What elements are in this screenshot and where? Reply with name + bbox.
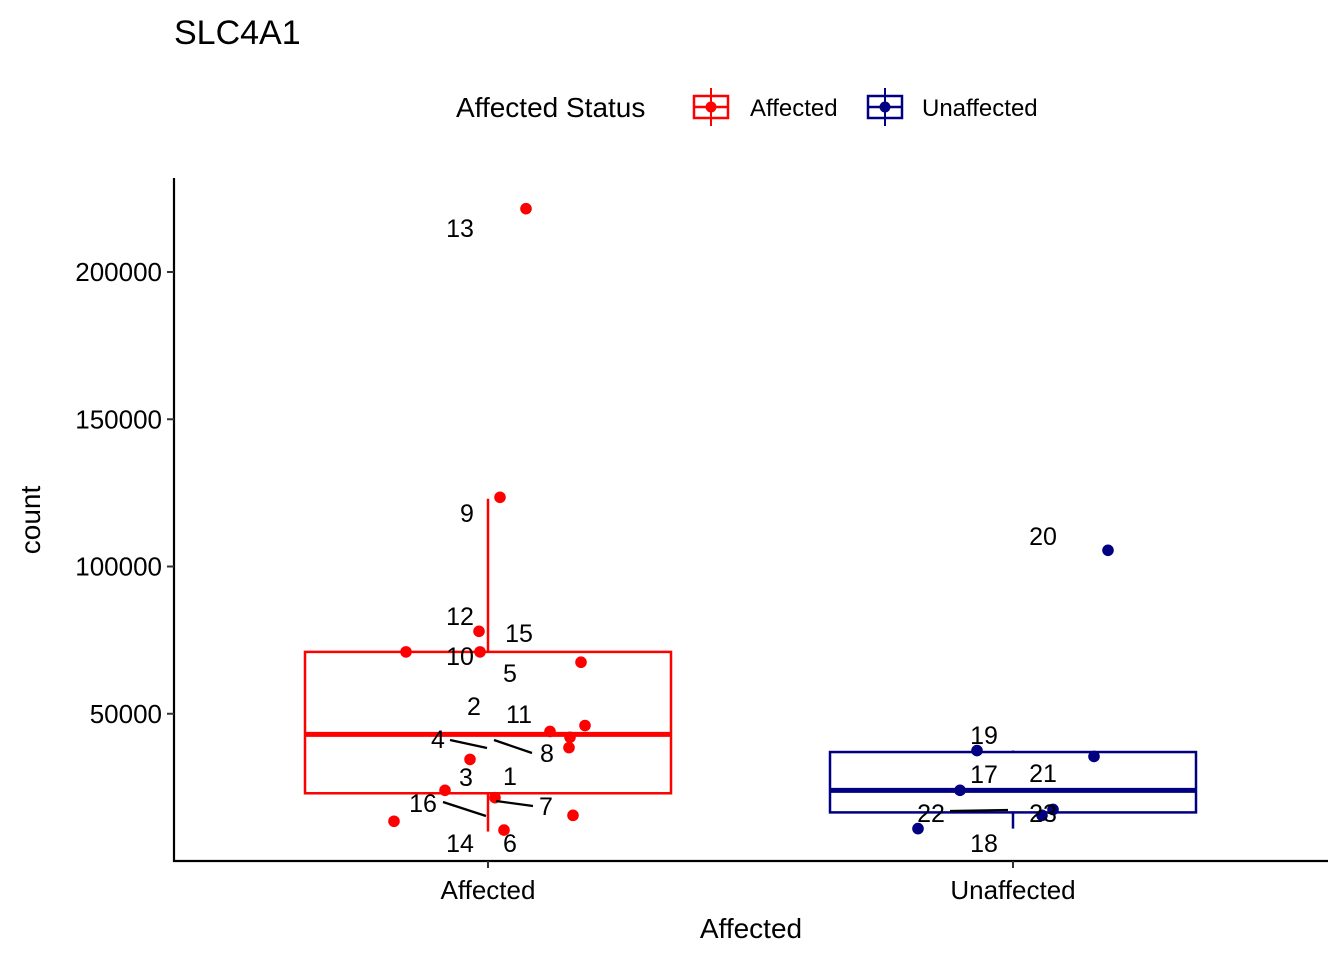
data-point	[464, 753, 476, 766]
chart-title: SLC4A1	[174, 14, 301, 52]
data-point	[520, 202, 532, 215]
data-point	[1088, 750, 1100, 763]
data-point	[473, 625, 485, 638]
data-point	[1036, 809, 1048, 822]
legend-key-affected	[692, 88, 730, 126]
legend-title: Affected Status	[456, 92, 645, 123]
label-leader-line	[949, 808, 1009, 813]
point-label: 2	[467, 693, 481, 721]
point-label: 10	[446, 643, 474, 671]
point-label: 3	[459, 764, 473, 792]
point-label: 4	[431, 726, 445, 754]
point-label: 20	[1029, 523, 1057, 551]
data-point	[579, 719, 591, 732]
data-point	[1102, 544, 1114, 557]
point-label: 23	[1029, 800, 1057, 828]
data-point	[954, 784, 966, 797]
data-point	[494, 491, 506, 504]
point-label: 6	[503, 830, 517, 858]
data-point	[564, 731, 576, 744]
plot-area: 50000 100000 150000 200000 Affected Unaffecte…	[75, 178, 1328, 905]
box-iqr	[828, 750, 1198, 814]
data-point	[563, 741, 575, 754]
point-label: 12	[446, 603, 474, 631]
y-axis-title: count	[15, 486, 46, 555]
legend-label-unaffected: Unaffected	[922, 95, 1038, 122]
label-leader-line	[449, 738, 488, 750]
data-point	[474, 646, 486, 658]
data-point	[971, 744, 983, 757]
x-tick-label: Unaffected	[950, 875, 1075, 905]
point-label: 9	[460, 500, 474, 528]
point-label: 16	[409, 790, 437, 818]
y-tick-label: 100000	[75, 552, 162, 582]
point-label: 14	[446, 830, 474, 858]
point-label: 17	[970, 761, 998, 789]
legend-label-affected: Affected	[750, 95, 838, 122]
data-point	[400, 646, 412, 658]
box-affected	[303, 498, 673, 832]
y-tick-label: 200000	[75, 257, 162, 287]
legend: Affected Status Affected Unaffected	[456, 88, 1038, 126]
data-point	[912, 822, 924, 835]
y-tick-label: 150000	[75, 404, 162, 434]
box-iqr	[303, 650, 673, 795]
point-label: 22	[917, 800, 945, 828]
data-point	[544, 725, 556, 738]
point-label: 19	[970, 722, 998, 750]
point-label: 1	[503, 763, 517, 791]
point-label: 21	[1029, 760, 1057, 788]
x-axis-title: Affected	[700, 913, 802, 944]
point-label: 8	[540, 740, 554, 768]
data-point	[567, 809, 579, 822]
data-point	[439, 784, 451, 797]
label-leader-line	[442, 800, 487, 818]
label-leader-line	[495, 799, 534, 808]
point-label: 18	[970, 830, 998, 858]
data-point	[388, 815, 400, 828]
point-label: 13	[446, 215, 474, 243]
data-point	[1047, 803, 1059, 816]
label-leader-line	[493, 738, 533, 755]
box-unaffected	[828, 750, 1198, 829]
point-label: 7	[539, 793, 553, 821]
point-label: 5	[503, 660, 517, 688]
point-label: 11	[506, 701, 532, 729]
x-tick-label: Affected	[441, 875, 536, 905]
point-label: 15	[505, 620, 533, 648]
legend-key-unaffected	[866, 88, 904, 126]
data-point	[498, 824, 510, 836]
y-tick-label: 50000	[90, 699, 162, 729]
data-point	[575, 656, 587, 669]
